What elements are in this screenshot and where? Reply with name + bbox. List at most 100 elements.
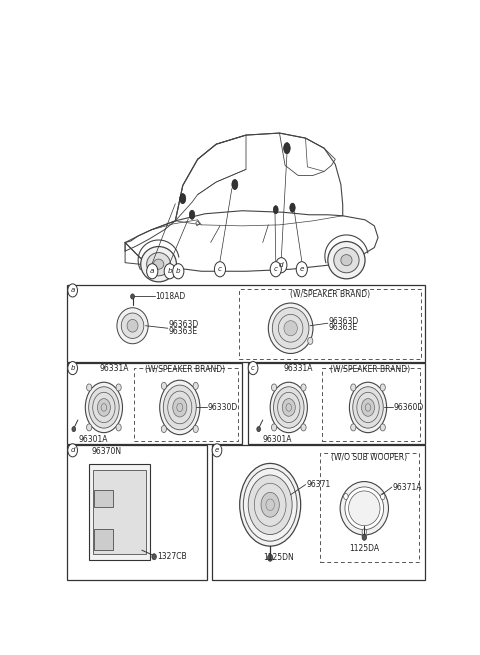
Circle shape [365, 403, 371, 411]
Text: b: b [71, 365, 75, 371]
Circle shape [344, 493, 348, 500]
Bar [89, 464, 150, 560]
Text: 96363E: 96363E [329, 323, 358, 331]
Circle shape [193, 426, 198, 432]
Bar [321, 453, 419, 562]
Circle shape [272, 384, 276, 391]
Bar [212, 445, 424, 580]
Circle shape [89, 386, 119, 428]
Text: 96371: 96371 [306, 480, 331, 489]
Circle shape [380, 384, 385, 391]
Text: (W/SPEAKER BRAND): (W/SPEAKER BRAND) [144, 365, 225, 374]
Text: 96301A: 96301A [79, 435, 108, 444]
Text: 96363D: 96363D [168, 320, 199, 329]
Circle shape [301, 384, 306, 391]
Circle shape [301, 424, 306, 431]
Circle shape [254, 483, 286, 526]
Circle shape [147, 264, 158, 279]
Text: 96331A: 96331A [283, 364, 312, 373]
Circle shape [248, 475, 292, 534]
Text: b: b [168, 269, 172, 274]
Circle shape [68, 362, 77, 375]
Bar [93, 470, 146, 554]
Ellipse shape [121, 313, 144, 339]
Text: 96331A: 96331A [99, 364, 129, 373]
Ellipse shape [334, 248, 359, 272]
Circle shape [173, 264, 184, 279]
Ellipse shape [341, 255, 352, 266]
Ellipse shape [272, 308, 309, 349]
Circle shape [164, 264, 175, 279]
Circle shape [177, 403, 183, 411]
Ellipse shape [141, 246, 177, 282]
Circle shape [362, 529, 367, 535]
Circle shape [248, 362, 258, 375]
Circle shape [85, 383, 122, 433]
Bar [239, 290, 421, 358]
Circle shape [193, 383, 198, 390]
Bar [67, 363, 242, 444]
Text: e: e [300, 266, 304, 272]
Circle shape [296, 262, 307, 277]
Circle shape [257, 426, 261, 432]
Circle shape [168, 391, 192, 424]
Text: e: e [215, 447, 219, 453]
Text: (W/O SUB WOOPER): (W/O SUB WOOPER) [331, 453, 407, 462]
Ellipse shape [127, 320, 138, 332]
Text: 96301A: 96301A [263, 435, 292, 444]
Text: c: c [251, 365, 255, 371]
Circle shape [72, 426, 76, 432]
Circle shape [86, 424, 92, 431]
Ellipse shape [268, 303, 313, 354]
Text: 1125DN: 1125DN [264, 553, 294, 562]
Bar [95, 490, 113, 507]
Circle shape [160, 380, 200, 435]
Text: d: d [71, 447, 75, 453]
Text: 1327CB: 1327CB [157, 552, 187, 561]
Circle shape [361, 399, 374, 417]
Ellipse shape [154, 259, 164, 269]
Circle shape [351, 424, 356, 431]
Circle shape [116, 384, 121, 391]
Circle shape [381, 493, 385, 500]
Circle shape [240, 464, 300, 546]
Bar [95, 529, 113, 550]
Text: d: d [279, 262, 284, 268]
Text: a: a [150, 269, 155, 274]
Circle shape [173, 398, 187, 417]
Circle shape [161, 426, 167, 432]
Ellipse shape [340, 481, 388, 535]
Text: a: a [71, 288, 75, 293]
Bar [134, 367, 238, 441]
Circle shape [380, 424, 385, 431]
Circle shape [152, 553, 156, 560]
Text: (W/SPEAKER BRAND): (W/SPEAKER BRAND) [330, 365, 410, 374]
Ellipse shape [147, 253, 170, 276]
Circle shape [261, 493, 279, 517]
Text: 1018AD: 1018AD [156, 292, 186, 301]
Text: 96363D: 96363D [329, 316, 359, 326]
Circle shape [97, 399, 110, 417]
Circle shape [101, 403, 107, 411]
Circle shape [357, 392, 379, 422]
Circle shape [362, 534, 367, 540]
Circle shape [270, 383, 307, 433]
Ellipse shape [278, 314, 303, 342]
Circle shape [276, 257, 287, 272]
Circle shape [68, 443, 77, 457]
Circle shape [212, 443, 222, 457]
Circle shape [243, 468, 297, 541]
Bar [67, 445, 207, 580]
Circle shape [163, 385, 196, 430]
Text: (W/SPEAKER BRAND): (W/SPEAKER BRAND) [289, 290, 370, 299]
Text: c: c [274, 266, 278, 272]
Circle shape [349, 383, 386, 433]
Text: 1125DA: 1125DA [349, 544, 379, 553]
Ellipse shape [328, 242, 365, 279]
Text: 96330D: 96330D [208, 403, 238, 412]
Ellipse shape [190, 210, 195, 219]
Text: 96363E: 96363E [168, 328, 198, 336]
Ellipse shape [117, 308, 148, 344]
Ellipse shape [290, 203, 295, 212]
Circle shape [286, 403, 291, 411]
